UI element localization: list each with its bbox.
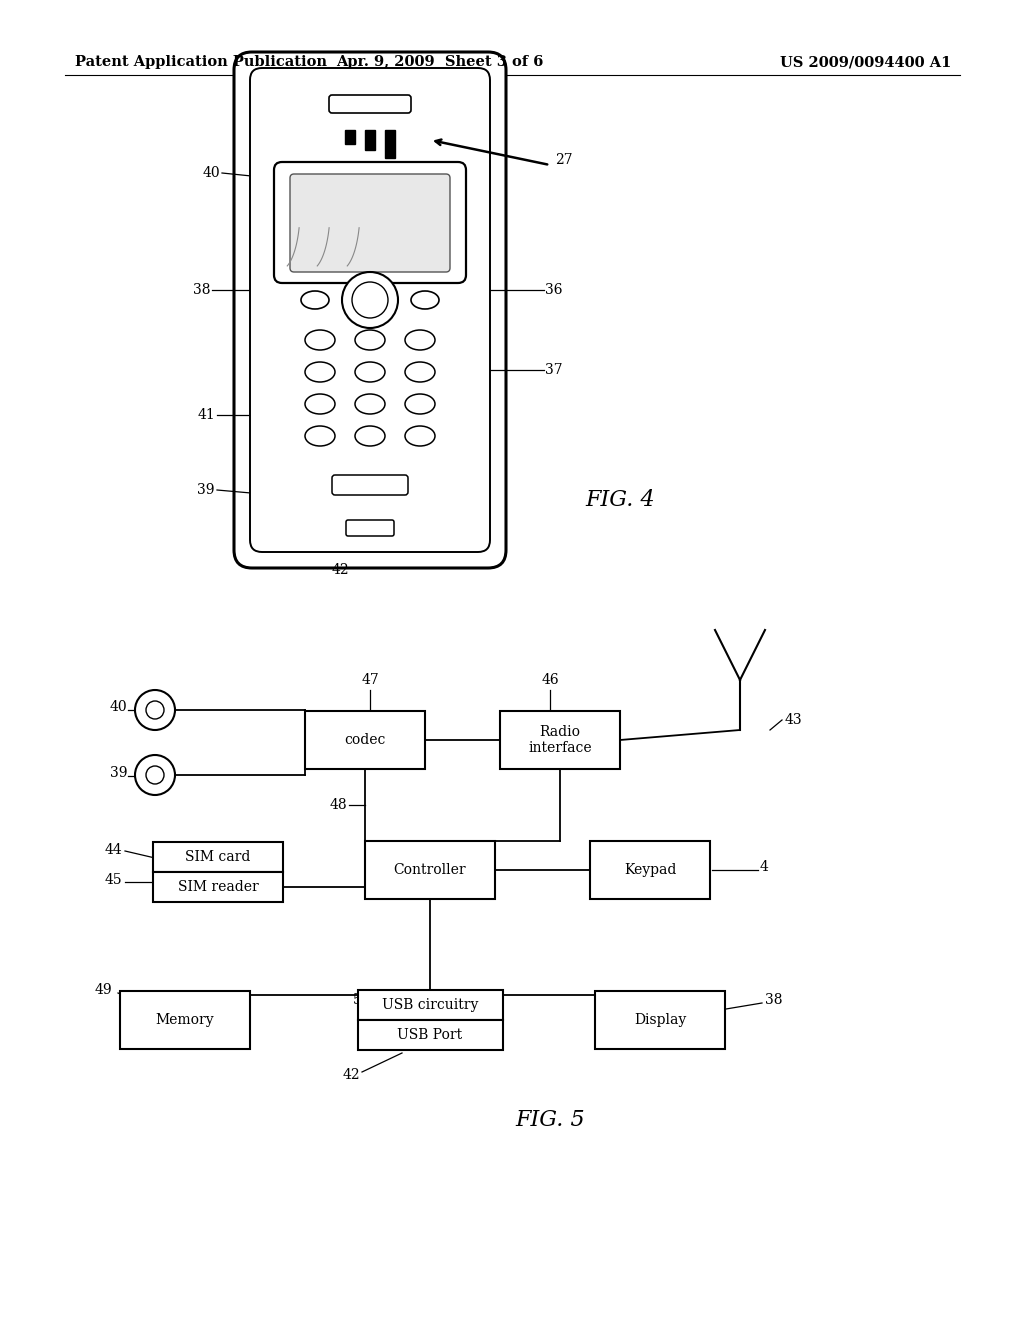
Ellipse shape <box>355 330 385 350</box>
Ellipse shape <box>305 330 335 350</box>
Circle shape <box>146 701 164 719</box>
Bar <box>357 990 503 1020</box>
Text: 39: 39 <box>198 483 215 498</box>
Bar <box>590 841 710 899</box>
Text: Radio
interface: Radio interface <box>528 725 592 755</box>
Text: 43: 43 <box>785 713 803 727</box>
Text: Display: Display <box>634 1012 686 1027</box>
Text: 44: 44 <box>105 843 123 857</box>
FancyBboxPatch shape <box>332 475 408 495</box>
Text: Controller: Controller <box>393 863 466 876</box>
Ellipse shape <box>301 290 329 309</box>
Bar <box>385 129 395 158</box>
Text: 27: 27 <box>555 153 572 168</box>
Text: 42: 42 <box>342 1068 360 1082</box>
Text: 38: 38 <box>765 993 782 1007</box>
Bar <box>595 991 725 1049</box>
Bar <box>120 991 250 1049</box>
Text: 37: 37 <box>545 363 562 378</box>
Text: US 2009/0094400 A1: US 2009/0094400 A1 <box>780 55 951 69</box>
Text: 36: 36 <box>545 282 562 297</box>
Ellipse shape <box>305 426 335 446</box>
Text: SIM card: SIM card <box>185 850 251 865</box>
FancyBboxPatch shape <box>274 162 466 282</box>
FancyBboxPatch shape <box>290 174 450 272</box>
Text: 50: 50 <box>352 993 370 1007</box>
FancyBboxPatch shape <box>234 51 506 568</box>
Text: codec: codec <box>344 733 386 747</box>
Text: USB circuitry: USB circuitry <box>382 998 478 1012</box>
Ellipse shape <box>305 393 335 414</box>
Text: 38: 38 <box>193 282 210 297</box>
Text: Patent Application Publication: Patent Application Publication <box>75 55 327 69</box>
Bar <box>153 842 283 873</box>
Text: USB Port: USB Port <box>397 1028 463 1041</box>
Text: 45: 45 <box>105 873 123 887</box>
Bar <box>305 711 425 770</box>
Ellipse shape <box>411 290 439 309</box>
Ellipse shape <box>406 362 435 381</box>
Ellipse shape <box>406 330 435 350</box>
Bar <box>357 1020 503 1049</box>
Ellipse shape <box>355 426 385 446</box>
Text: 4: 4 <box>760 861 769 874</box>
Bar <box>365 841 495 899</box>
Text: 40: 40 <box>203 166 220 180</box>
Text: 46: 46 <box>542 673 559 686</box>
Text: 49: 49 <box>95 983 113 997</box>
Bar <box>365 129 375 150</box>
Bar <box>345 129 355 144</box>
FancyBboxPatch shape <box>329 95 411 114</box>
Text: FIG. 5: FIG. 5 <box>515 1109 585 1131</box>
Text: Memory: Memory <box>156 1012 214 1027</box>
FancyBboxPatch shape <box>346 520 394 536</box>
Ellipse shape <box>406 426 435 446</box>
Text: Keypad: Keypad <box>624 863 676 876</box>
Ellipse shape <box>305 362 335 381</box>
Circle shape <box>135 690 175 730</box>
Circle shape <box>135 755 175 795</box>
Text: 41: 41 <box>198 408 215 422</box>
Text: 47: 47 <box>361 673 379 686</box>
Bar <box>153 873 283 902</box>
Text: 48: 48 <box>330 799 347 812</box>
Text: 42: 42 <box>331 564 349 577</box>
Text: SIM reader: SIM reader <box>177 880 258 894</box>
Text: 40: 40 <box>110 700 128 714</box>
Ellipse shape <box>406 393 435 414</box>
Ellipse shape <box>355 362 385 381</box>
Circle shape <box>342 272 398 327</box>
FancyBboxPatch shape <box>250 69 490 552</box>
Text: Apr. 9, 2009  Sheet 3 of 6: Apr. 9, 2009 Sheet 3 of 6 <box>336 55 544 69</box>
Bar <box>500 711 620 770</box>
Text: FIG. 4: FIG. 4 <box>585 488 654 511</box>
Circle shape <box>352 282 388 318</box>
Circle shape <box>146 766 164 784</box>
Ellipse shape <box>355 393 385 414</box>
Text: 39: 39 <box>110 766 128 780</box>
